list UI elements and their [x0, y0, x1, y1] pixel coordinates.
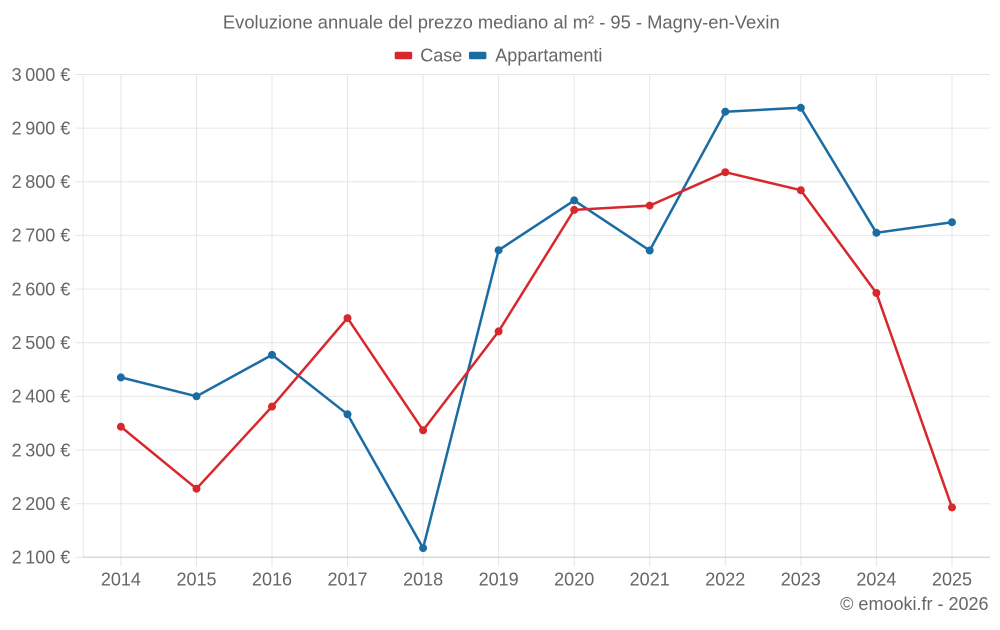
svg-text:2 800 €: 2 800 €: [12, 172, 71, 192]
svg-text:3 000 €: 3 000 €: [12, 65, 71, 85]
svg-text:Evoluzione annuale del prezzo: Evoluzione annuale del prezzo mediano al…: [223, 12, 780, 33]
svg-text:2 500 €: 2 500 €: [12, 333, 71, 353]
svg-text:2020: 2020: [554, 570, 594, 590]
svg-text:2 300 €: 2 300 €: [12, 440, 71, 460]
svg-text:2022: 2022: [705, 570, 745, 590]
svg-text:2 600 €: 2 600 €: [12, 279, 71, 299]
svg-text:Appartamenti: Appartamenti: [495, 46, 602, 66]
svg-text:2021: 2021: [630, 570, 670, 590]
svg-text:2 200 €: 2 200 €: [12, 494, 71, 514]
svg-text:2 400 €: 2 400 €: [12, 387, 71, 407]
svg-text:Case: Case: [420, 46, 462, 66]
svg-text:2 100 €: 2 100 €: [12, 548, 71, 568]
svg-text:2024: 2024: [856, 570, 896, 590]
svg-text:2018: 2018: [403, 570, 443, 590]
svg-text:2019: 2019: [479, 570, 519, 590]
svg-text:2015: 2015: [176, 570, 216, 590]
svg-text:© emooki.fr - 2026: © emooki.fr - 2026: [840, 594, 988, 614]
svg-text:2025: 2025: [932, 570, 972, 590]
svg-text:2 700 €: 2 700 €: [12, 226, 71, 246]
svg-text:2017: 2017: [327, 570, 367, 590]
svg-text:2 900 €: 2 900 €: [12, 118, 71, 138]
svg-text:2016: 2016: [252, 570, 292, 590]
svg-text:2014: 2014: [101, 570, 141, 590]
svg-text:2023: 2023: [781, 570, 821, 590]
